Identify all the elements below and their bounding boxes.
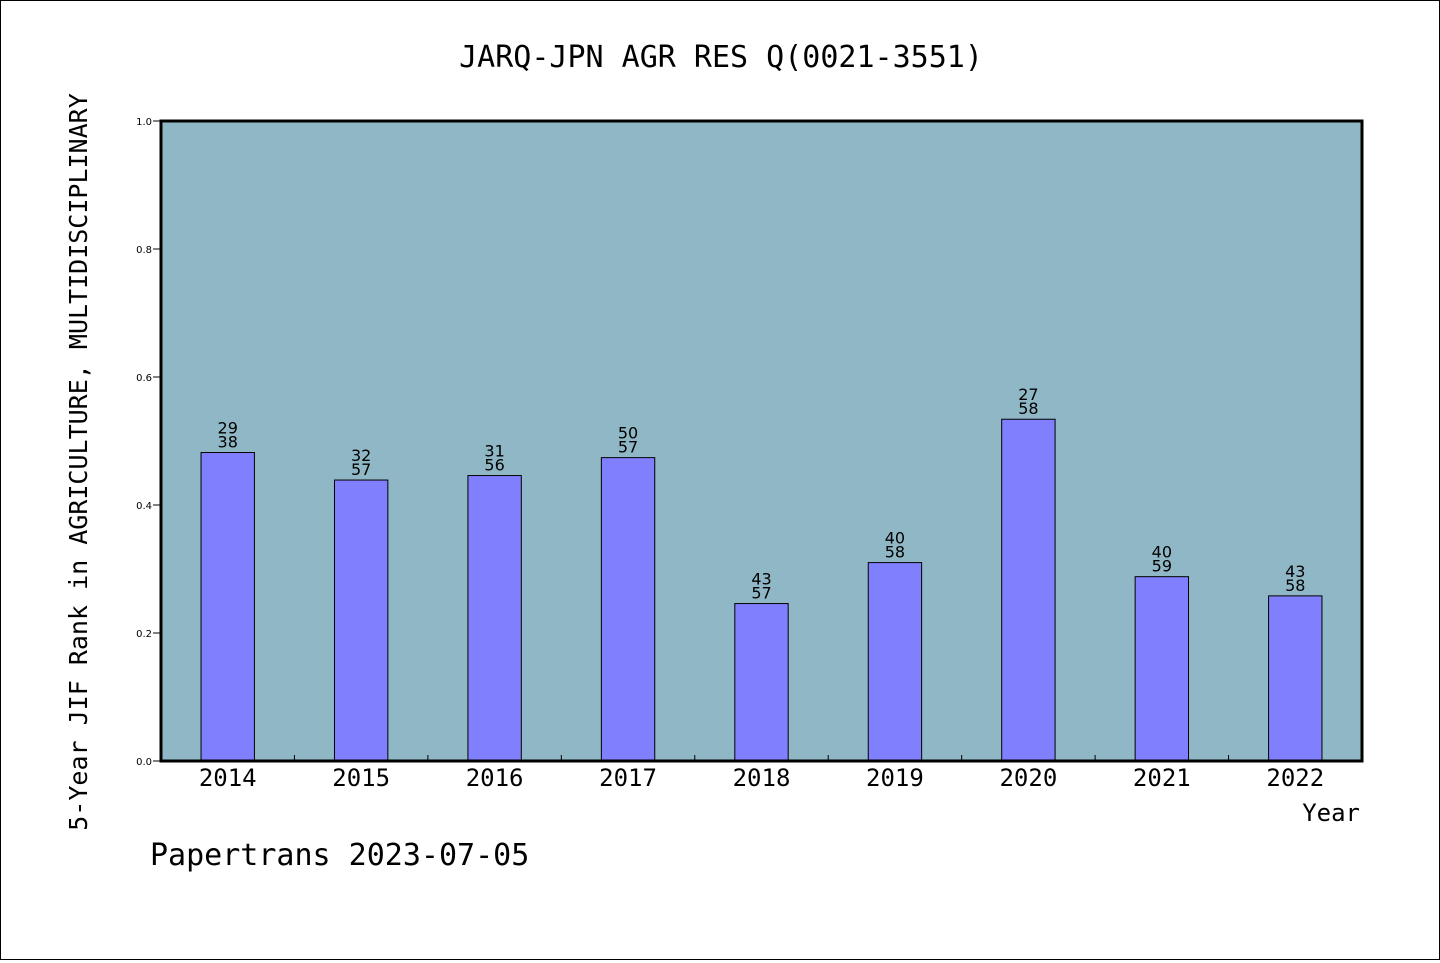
bar-2018 [734,603,789,762]
x-tick-label: 2014 [199,764,257,792]
y-tick-label: 0.4 [136,501,152,512]
x-tick-label: 2022 [1266,764,1324,792]
x-tick-label: 2020 [999,764,1057,792]
bar-2017 [600,457,656,762]
footer-credit: Papertrans 2023-07-05 [150,838,529,873]
bar-label-upper: 43 [751,570,771,589]
x-axis-label: Year [1302,799,1360,827]
bar-label-upper: 50 [618,424,638,443]
x-tick-label: 2019 [866,764,924,792]
bar-label-upper: 40 [1152,543,1172,562]
bar-label-lower: 58 [1285,576,1305,595]
bar-2016 [467,475,522,762]
bar-2019 [867,562,923,762]
x-tick-label: 2017 [599,764,657,792]
y-tick-label: 0.8 [136,245,152,256]
bar-label-lower: 59 [1152,557,1172,576]
bar-label-upper: 31 [484,442,504,461]
bar-label-upper: 40 [885,529,905,548]
bar-label-lower: 57 [618,438,638,457]
x-tick-label: 2018 [733,764,791,792]
y-tick-label: 0.0 [136,757,152,768]
bar-label-lower: 58 [885,543,905,562]
bar-label-lower: 56 [484,456,504,475]
bar-2022 [1268,595,1323,762]
bar-2021 [1134,576,1190,762]
chart-title: JARQ-JPN AGR RES Q(0021-3551) [459,40,983,75]
bar-2015 [333,479,389,762]
y-axis-ticks: 0.0 0.2 0.4 0.6 0.8 1.0 [136,117,161,768]
x-tick-label: 2016 [466,764,524,792]
bar-label-lower: 57 [751,584,771,603]
bar-label-lower: 57 [351,460,371,479]
plot-border [159,119,1364,763]
bar-label-upper: 29 [218,419,238,438]
bar-label-lower: 58 [1018,399,1038,418]
bar-label-upper: 32 [351,446,371,465]
x-axis-ticks: 2014 2015 2016 2017 2018 2019 2020 2021 2022 [199,755,1324,792]
bar-label-upper: 43 [1285,562,1305,581]
y-tick-label: 0.2 [136,629,152,640]
bar-label-lower: 38 [218,433,238,452]
y-tick-label: 1.0 [136,117,152,128]
y-tick-label: 0.6 [136,373,152,384]
y-axis-label: 5-Year JIF Rank in AGRICULTURE, MULTIDIS… [64,93,93,831]
bar-label-upper: 27 [1018,385,1038,404]
bar-2014 [200,452,255,762]
x-tick-label: 2015 [332,764,390,792]
bar-2020 [1001,418,1056,762]
x-tick-label: 2021 [1133,764,1191,792]
